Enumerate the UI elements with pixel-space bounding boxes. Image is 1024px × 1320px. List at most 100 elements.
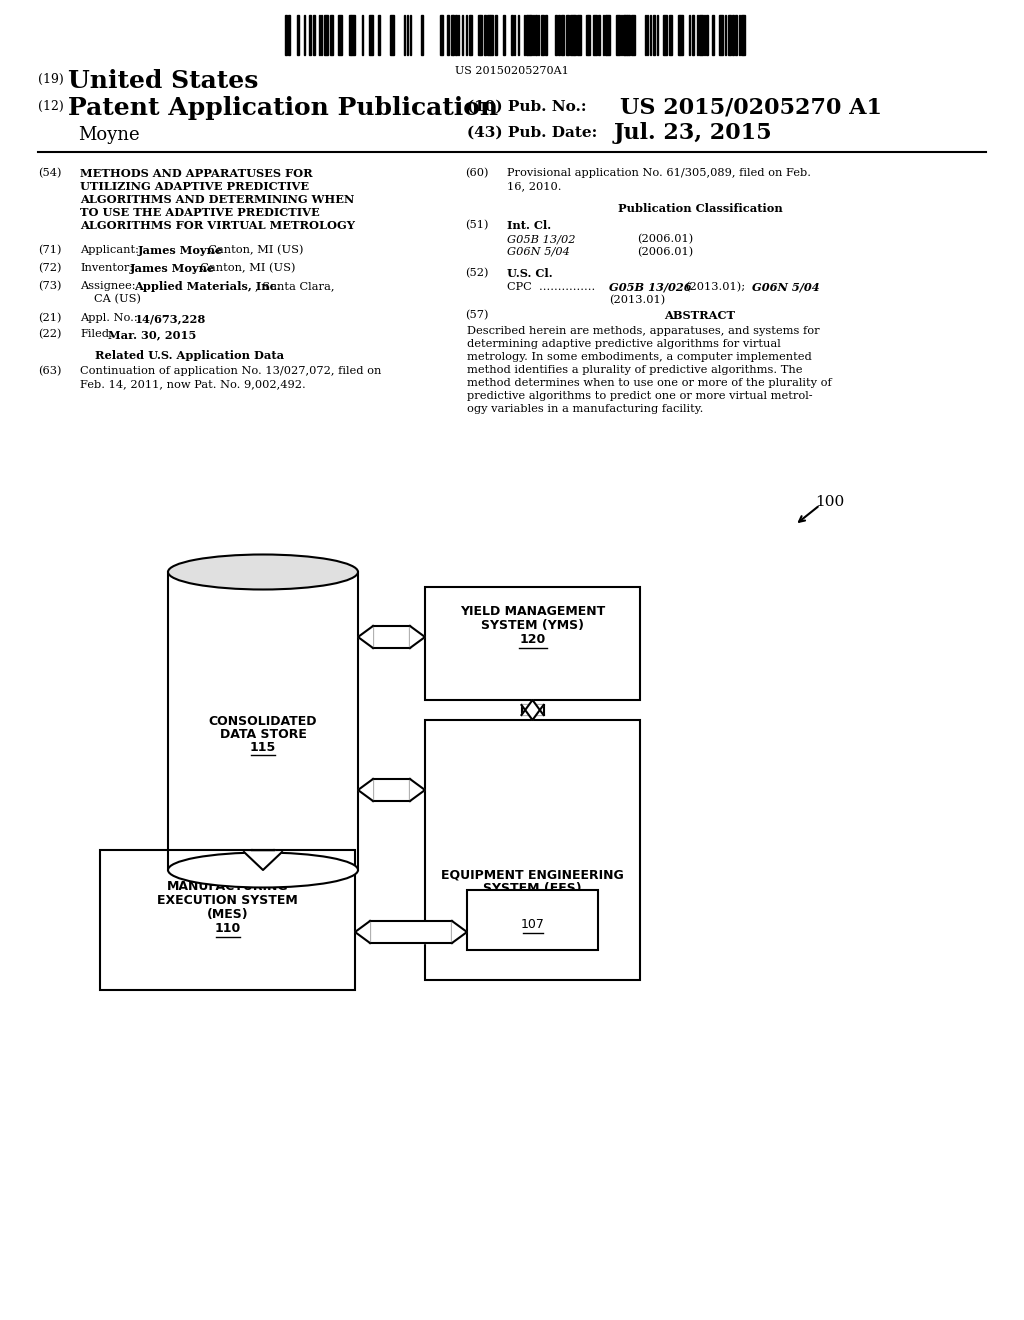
Text: (73): (73) bbox=[38, 281, 61, 292]
Text: 105: 105 bbox=[519, 896, 546, 909]
Text: EQUIPMENT ENGINEERING: EQUIPMENT ENGINEERING bbox=[441, 869, 624, 880]
Bar bbox=[487, 15, 490, 55]
Text: (10) Pub. No.:: (10) Pub. No.: bbox=[467, 100, 587, 114]
Text: predictive algorithms to predict one or more virtual metrol-: predictive algorithms to predict one or … bbox=[467, 391, 813, 401]
Text: G05B 13/026: G05B 13/026 bbox=[609, 282, 691, 293]
Text: CA (US): CA (US) bbox=[94, 294, 141, 305]
Text: Assignee:: Assignee: bbox=[80, 281, 135, 290]
Bar bbox=[598, 15, 600, 55]
Text: MANUFACTURING: MANUFACTURING bbox=[167, 880, 289, 894]
Text: Applicant:: Applicant: bbox=[80, 246, 139, 255]
Text: Provisional application No. 61/305,089, filed on Feb.: Provisional application No. 61/305,089, … bbox=[507, 168, 811, 178]
Text: SYSTEM (YMS): SYSTEM (YMS) bbox=[481, 619, 584, 632]
Bar bbox=[735, 15, 737, 55]
Text: James Moyne: James Moyne bbox=[130, 263, 215, 275]
Polygon shape bbox=[168, 572, 358, 870]
Text: metrology. In some embodiments, a computer implemented: metrology. In some embodiments, a comput… bbox=[467, 352, 812, 362]
Text: G05B 13/02: G05B 13/02 bbox=[507, 234, 575, 244]
Bar bbox=[378, 15, 380, 55]
Polygon shape bbox=[521, 705, 544, 715]
Bar bbox=[535, 15, 537, 55]
Text: (19): (19) bbox=[38, 73, 63, 86]
Text: (60): (60) bbox=[465, 168, 488, 178]
Polygon shape bbox=[358, 626, 373, 648]
Text: James Moyne: James Moyne bbox=[138, 246, 223, 256]
Bar bbox=[421, 15, 423, 55]
Bar bbox=[669, 15, 672, 55]
Bar bbox=[625, 15, 627, 55]
Bar bbox=[728, 15, 731, 55]
Text: ogy variables in a manufacturing facility.: ogy variables in a manufacturing facilit… bbox=[467, 404, 703, 414]
Polygon shape bbox=[521, 705, 544, 719]
Text: Applied Materials, Inc.: Applied Materials, Inc. bbox=[134, 281, 281, 292]
Text: Patent Application Publication: Patent Application Publication bbox=[68, 96, 498, 120]
Text: (12): (12) bbox=[38, 100, 63, 114]
Bar bbox=[627, 15, 629, 55]
Text: (22): (22) bbox=[38, 329, 61, 339]
Bar bbox=[561, 15, 564, 55]
Text: (43) Pub. Date:: (43) Pub. Date: bbox=[467, 125, 597, 140]
Text: method identifies a plurality of predictive algorithms. The: method identifies a plurality of predict… bbox=[467, 366, 803, 375]
Text: (57): (57) bbox=[465, 310, 488, 321]
Text: DATA STORE: DATA STORE bbox=[219, 729, 306, 741]
Bar bbox=[313, 15, 315, 55]
Bar bbox=[570, 15, 574, 55]
Bar bbox=[593, 15, 597, 55]
Polygon shape bbox=[373, 779, 410, 801]
Bar bbox=[288, 15, 290, 55]
Bar bbox=[706, 15, 708, 55]
Bar bbox=[285, 15, 287, 55]
Bar bbox=[511, 15, 513, 55]
Text: Filed:: Filed: bbox=[80, 329, 113, 339]
Bar bbox=[440, 15, 443, 55]
Text: US 20150205270A1: US 20150205270A1 bbox=[455, 66, 569, 77]
Bar bbox=[100, 850, 355, 990]
Text: , Canton, MI (US): , Canton, MI (US) bbox=[193, 263, 296, 273]
Text: (51): (51) bbox=[465, 220, 488, 230]
Text: 110: 110 bbox=[214, 921, 241, 935]
Text: Jul. 23, 2015: Jul. 23, 2015 bbox=[614, 121, 773, 144]
Text: Continuation of application No. 13/027,072, filed on: Continuation of application No. 13/027,0… bbox=[80, 366, 381, 376]
Text: TO USE THE ADAPTIVE PREDICTIVE: TO USE THE ADAPTIVE PREDICTIVE bbox=[80, 207, 319, 218]
Bar bbox=[719, 15, 723, 55]
Text: SYSTEM (EES): SYSTEM (EES) bbox=[483, 882, 582, 895]
Bar bbox=[680, 15, 683, 55]
Bar bbox=[495, 15, 497, 55]
Text: 115: 115 bbox=[250, 741, 276, 754]
Text: Moyne: Moyne bbox=[78, 125, 139, 144]
Text: CONSOLIDATED: CONSOLIDATED bbox=[209, 715, 317, 729]
Bar bbox=[588, 15, 590, 55]
Bar bbox=[330, 15, 333, 55]
Bar bbox=[351, 15, 355, 55]
Bar bbox=[631, 15, 635, 55]
Text: Int. Cl.: Int. Cl. bbox=[507, 220, 551, 231]
Text: CPC  ...............: CPC ............... bbox=[507, 282, 595, 292]
Text: Feb. 14, 2011, now Pat. No. 9,002,492.: Feb. 14, 2011, now Pat. No. 9,002,492. bbox=[80, 379, 306, 389]
Bar bbox=[480, 15, 482, 55]
Bar bbox=[653, 15, 655, 55]
Polygon shape bbox=[358, 779, 373, 801]
Polygon shape bbox=[410, 626, 425, 648]
Text: determining adaptive predictive algorithms for virtual: determining adaptive predictive algorith… bbox=[467, 339, 780, 348]
Bar bbox=[503, 15, 505, 55]
Text: , Santa Clara,: , Santa Clara, bbox=[255, 281, 335, 290]
Bar bbox=[527, 15, 530, 55]
Text: (72): (72) bbox=[38, 263, 61, 273]
Text: US 2015/0205270 A1: US 2015/0205270 A1 bbox=[620, 96, 882, 117]
Text: UTILIZING ADAPTIVE PREDICTIVE: UTILIZING ADAPTIVE PREDICTIVE bbox=[80, 181, 309, 191]
Text: Appl. No.:: Appl. No.: bbox=[80, 313, 137, 323]
Bar bbox=[425, 587, 640, 700]
Bar bbox=[558, 15, 560, 55]
Text: (2006.01): (2006.01) bbox=[637, 234, 693, 244]
Bar bbox=[478, 15, 480, 55]
Polygon shape bbox=[521, 700, 544, 715]
Bar bbox=[574, 15, 575, 55]
Bar bbox=[467, 890, 598, 950]
Bar bbox=[490, 15, 493, 55]
Bar bbox=[586, 15, 588, 55]
Bar bbox=[297, 15, 299, 55]
Bar bbox=[663, 15, 667, 55]
Text: 120: 120 bbox=[519, 634, 546, 645]
Text: (71): (71) bbox=[38, 246, 61, 255]
Bar bbox=[309, 15, 311, 55]
